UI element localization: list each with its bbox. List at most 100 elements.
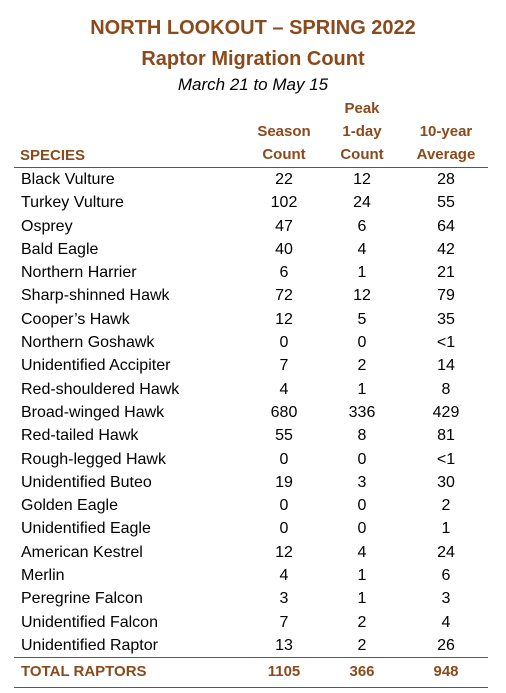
peak-count: 12 bbox=[353, 287, 371, 305]
ten-year-average: 79 bbox=[437, 287, 455, 305]
species-name: American Kestrel bbox=[21, 543, 143, 561]
ten-year-average: <1 bbox=[436, 334, 456, 352]
peak-count: 6 bbox=[357, 217, 367, 235]
ten-year-average: 3 bbox=[441, 590, 451, 608]
header-species: SPECIES bbox=[20, 147, 86, 164]
table-row: Bald Eagle 40 4 42 bbox=[0, 238, 506, 261]
total-divider bbox=[14, 657, 488, 658]
header-avg-line1: 10-year bbox=[419, 123, 473, 140]
peak-count: 24 bbox=[353, 194, 371, 212]
header-avg-line2: Average bbox=[416, 146, 476, 163]
season-count: 0 bbox=[279, 520, 289, 538]
season-count: 72 bbox=[275, 287, 293, 305]
header-season-line2: Count bbox=[262, 146, 306, 163]
header-season-count: Season Count bbox=[248, 120, 320, 166]
table-row: Peregrine Falcon 3 1 3 bbox=[0, 587, 506, 610]
table-row: Northern Harrier 6 1 21 bbox=[0, 261, 506, 284]
table-row: Red-tailed Hawk 55 8 81 bbox=[0, 424, 506, 447]
species-name: Peregrine Falcon bbox=[21, 590, 143, 608]
season-count: 22 bbox=[275, 171, 293, 188]
total-season: 1105 bbox=[267, 663, 301, 680]
table-row: Sharp-shinned Hawk 72 12 79 bbox=[0, 284, 506, 307]
season-count: 680 bbox=[270, 403, 298, 421]
table-row: Osprey 47 6 64 bbox=[0, 215, 506, 238]
ten-year-average: <1 bbox=[436, 450, 456, 468]
ten-year-average: 42 bbox=[437, 240, 455, 258]
species-name: Northern Harrier bbox=[21, 264, 137, 282]
peak-count: 336 bbox=[348, 403, 376, 421]
ten-year-average: 28 bbox=[437, 171, 455, 188]
ten-year-average: 14 bbox=[437, 357, 455, 375]
header-divider bbox=[14, 167, 488, 168]
species-name: Unidentified Eagle bbox=[21, 520, 151, 538]
peak-count: 0 bbox=[357, 497, 367, 515]
ten-year-average: 81 bbox=[437, 427, 455, 445]
peak-count: 4 bbox=[357, 240, 367, 258]
total-label: TOTAL RAPTORS bbox=[21, 663, 147, 680]
peak-count: 12 bbox=[353, 171, 371, 188]
table-row: Unidentified Buteo 19 3 30 bbox=[0, 471, 506, 494]
peak-count: 5 bbox=[357, 310, 367, 328]
peak-count: 1 bbox=[357, 567, 367, 585]
peak-count: 3 bbox=[357, 473, 367, 491]
total-average: 948 bbox=[433, 663, 459, 680]
season-count: 3 bbox=[279, 590, 289, 608]
season-count: 7 bbox=[279, 613, 289, 631]
ten-year-average: 30 bbox=[437, 473, 455, 491]
date-range: March 21 to May 15 bbox=[177, 75, 329, 94]
peak-count: 1 bbox=[357, 264, 367, 282]
season-count: 47 bbox=[275, 217, 293, 235]
table-row: Cooper’s Hawk 12 5 35 bbox=[0, 308, 506, 331]
season-count: 19 bbox=[275, 473, 293, 491]
table-row: Black Vulture 22 12 28 bbox=[0, 168, 506, 191]
species-name: Osprey bbox=[21, 217, 73, 235]
species-name: Turkey Vulture bbox=[21, 194, 124, 212]
species-name: Broad-winged Hawk bbox=[21, 403, 165, 421]
species-name: Merlin bbox=[21, 567, 65, 585]
header-peak-line3: Count bbox=[340, 146, 384, 163]
season-count: 4 bbox=[279, 567, 289, 585]
ten-year-average: 55 bbox=[437, 194, 455, 212]
species-name: Unidentified Buteo bbox=[21, 473, 152, 491]
header-ten-year-average: 10-year Average bbox=[406, 120, 486, 166]
season-count: 0 bbox=[279, 334, 289, 352]
species-name: Unidentified Falcon bbox=[21, 613, 158, 631]
season-count: 40 bbox=[275, 240, 293, 258]
header-peak-line2: 1-day bbox=[342, 123, 382, 140]
species-name: Unidentified Raptor bbox=[21, 636, 158, 654]
peak-count: 0 bbox=[357, 520, 367, 538]
peak-count: 8 bbox=[357, 427, 367, 445]
peak-count: 2 bbox=[357, 357, 367, 375]
season-count: 0 bbox=[279, 450, 289, 468]
table-row: Unidentified Eagle 0 0 1 bbox=[0, 517, 506, 540]
table-row: Rough-legged Hawk 0 0 <1 bbox=[0, 448, 506, 471]
header-peak-line1: Peak bbox=[344, 100, 380, 117]
total-row: TOTAL RAPTORS 1105 366 948 bbox=[0, 660, 506, 684]
season-count: 12 bbox=[275, 310, 293, 328]
peak-count: 4 bbox=[357, 543, 367, 561]
ten-year-average: 21 bbox=[437, 264, 455, 282]
peak-count: 0 bbox=[357, 450, 367, 468]
species-name: Cooper’s Hawk bbox=[21, 310, 130, 328]
page-subtitle-title: Raptor Migration Count bbox=[141, 48, 365, 70]
species-name: Black Vulture bbox=[21, 171, 115, 188]
table-row: Unidentified Falcon 7 2 4 bbox=[0, 611, 506, 634]
season-count: 55 bbox=[275, 427, 293, 445]
season-count: 13 bbox=[275, 636, 293, 654]
peak-count: 1 bbox=[357, 590, 367, 608]
table-row: Golden Eagle 0 0 2 bbox=[0, 494, 506, 517]
peak-count: 2 bbox=[357, 636, 367, 654]
season-count: 12 bbox=[275, 543, 293, 561]
species-name: Bald Eagle bbox=[21, 240, 99, 258]
species-name: Red-tailed Hawk bbox=[21, 427, 139, 445]
species-name: Unidentified Accipiter bbox=[21, 357, 171, 375]
table-row: Northern Goshawk 0 0 <1 bbox=[0, 331, 506, 354]
table-row: Red-shouldered Hawk 4 1 8 bbox=[0, 378, 506, 401]
table-row: Unidentified Accipiter 7 2 14 bbox=[0, 354, 506, 377]
peak-count: 0 bbox=[357, 334, 367, 352]
peak-count: 1 bbox=[357, 380, 367, 398]
ten-year-average: 64 bbox=[437, 217, 455, 235]
peak-count: 2 bbox=[357, 613, 367, 631]
species-name: Northern Goshawk bbox=[21, 334, 155, 352]
ten-year-average: 429 bbox=[432, 403, 460, 421]
